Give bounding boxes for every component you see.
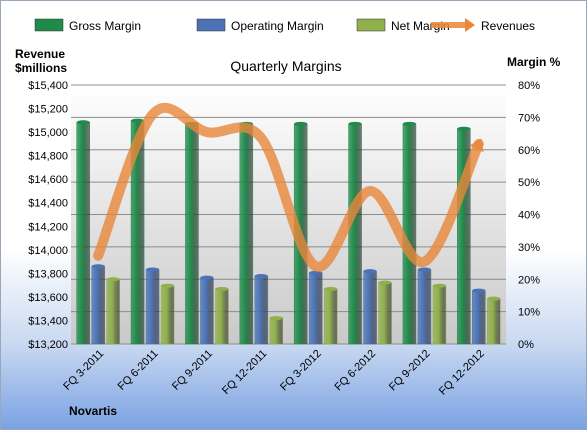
bar-gross-margin [348,123,362,345]
chart-title: Quarterly Margins [230,58,341,74]
bar-cap [269,316,283,321]
x-axis-tick-label: FQ 3-2012 [278,348,324,394]
bar-cap [91,264,105,269]
bar-operating-margin [417,269,432,345]
legend-label: Revenues [481,19,535,33]
bar-cap [432,283,446,288]
right-axis-tick-label: 30% [518,242,540,254]
right-axis-tick-label: 40% [518,210,540,222]
left-axis-tick-label: $15,200 [28,104,68,116]
bar-net-margin [487,298,501,345]
left-axis-tick-label: $13,800 [28,268,68,280]
bar-cap [402,121,416,126]
bar-net-margin [106,279,120,345]
right-axis-tick-label: 10% [518,307,540,319]
x-axis-tick-label: FQ 9-2011 [170,348,215,393]
bar-gross-margin [76,121,90,345]
revenue-line [93,102,484,272]
bar-gross-margin [239,123,254,345]
bar-cap [378,280,392,285]
x-axis-tick-label: FQ 12-2011 [220,348,269,397]
bar-cap [106,277,120,282]
left-axis-tick-label: $13,400 [28,315,68,327]
bar-cap [324,286,338,291]
right-axis-tick-label: 80% [518,80,540,92]
bar-cap [417,267,431,272]
left-axis-tick-label: $15,400 [28,80,68,92]
left-axis-tick-label: $13,600 [28,292,68,304]
revenue-line-path [93,102,484,272]
legend-swatch [356,18,386,32]
x-axis-tick-label: FQ 9-2012 [387,348,433,394]
bar-operating-margin [254,275,269,345]
legend-label: Gross Margin [69,19,141,33]
x-axis-tick-label: FQ 12-2012 [437,348,487,398]
bar-gross-margin [185,123,199,345]
left-axis-tick-label: $14,600 [28,174,68,186]
legend: Gross Margin Operating Margin Net Margin Re… [34,18,535,33]
bar-cap [215,286,229,291]
right-axis-tick-label: 50% [518,177,540,189]
bar-operating-margin [308,272,323,345]
legend-arrow-swatch [465,18,475,32]
bar-cap [254,274,268,279]
x-axis-tick-label: FQ 6-2012 [333,348,379,394]
x-axis-tick-label: FQ 3-2011 [61,348,106,393]
bar-cap [294,121,308,126]
bar-operating-margin [472,290,486,345]
right-axis-tick-label: 60% [518,145,540,157]
left-axis-tick-label: $15,000 [28,127,68,139]
x-axis-tick-label: FQ 6-2011 [116,348,161,393]
bar-net-margin [378,282,392,345]
legend-swatch [196,18,226,32]
bar-operating-margin [363,270,377,345]
right-axis-tick-label: 20% [518,274,540,286]
x-axis-ticks: FQ 3-2011 FQ 6-2011 FQ 9-2011 FQ 12-2011 FQ … [61,348,487,398]
bar-cap [161,283,175,288]
bar-cap [363,269,377,274]
bar-cap [131,118,145,123]
bar-cap [457,126,471,131]
right-axis-tick-label: 0% [518,339,534,351]
right-axis-ticks: 0% 10% 20% 30% 40% 50% 60% 70% 80% [518,80,540,351]
bar-net-margin [215,288,229,345]
left-axis-tick-label: $14,000 [28,245,68,257]
bar-net-margin [323,288,338,345]
left-axis-ticks: $13,200 $13,400 $13,600 $13,800 $14,000 $14,2… [28,80,68,351]
left-axis-tick-label: $14,200 [28,221,68,233]
bar-net-margin [160,285,175,345]
bar-operating-margin [91,266,105,345]
left-axis-tick-label: $14,800 [28,151,68,163]
bar-operating-margin [145,269,160,345]
bar-net-margin [432,285,447,345]
footer-label: Novartis [69,404,117,418]
bar-net-margin [269,317,284,345]
bar-cap [76,120,90,125]
legend-label: Operating Margin [231,19,324,33]
bar-cap [200,275,214,280]
right-axis-tick-label: 70% [518,112,540,124]
left-axis-title: Revenue [15,47,65,61]
left-axis-tick-label: $14,400 [28,198,68,210]
bar-cap [348,121,362,126]
bar-cap [472,288,486,293]
bar-cap [487,296,501,301]
bar-cap [146,267,160,272]
bar-operating-margin [200,277,214,345]
legend-swatch [34,18,64,32]
left-axis-tick-label: $13,200 [28,339,68,351]
left-axis-title-units: $millions [15,61,67,75]
revenue-line-arrowhead [469,138,484,153]
right-axis-title: Margin % [507,55,561,69]
